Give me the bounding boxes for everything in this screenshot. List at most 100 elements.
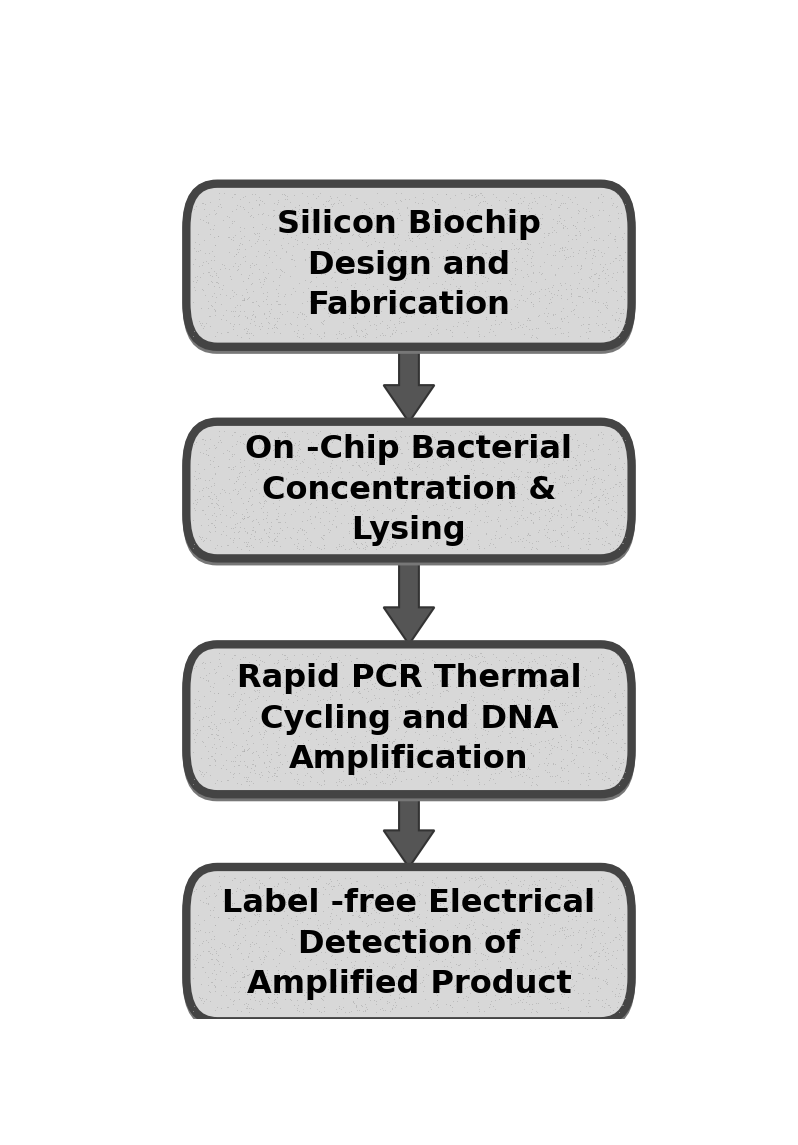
Point (606, 942, 619, 961)
Point (570, 459, 583, 477)
Point (471, 200, 484, 219)
Point (601, 747, 614, 765)
Point (602, 440, 615, 458)
Point (571, 195, 583, 213)
Point (215, 745, 227, 764)
Point (203, 224, 216, 243)
Point (433, 203, 445, 221)
Point (494, 988, 507, 1006)
Point (425, 205, 438, 223)
Point (486, 919, 499, 938)
Point (403, 686, 416, 704)
Point (551, 212, 563, 230)
Point (270, 473, 282, 491)
Point (609, 524, 622, 543)
Point (426, 663, 439, 681)
Point (259, 481, 272, 499)
Point (282, 437, 294, 456)
Point (598, 972, 611, 990)
Point (341, 492, 354, 511)
Point (250, 742, 263, 760)
Point (233, 919, 246, 938)
Point (439, 216, 452, 235)
Point (598, 718, 611, 736)
Point (400, 535, 413, 553)
Point (412, 884, 425, 902)
Point (238, 425, 251, 443)
Point (380, 292, 393, 310)
Point (519, 695, 531, 713)
Point (444, 502, 457, 520)
Point (591, 300, 604, 318)
Point (585, 713, 598, 732)
Point (195, 765, 207, 783)
Point (603, 905, 616, 923)
Point (400, 242, 413, 260)
Point (570, 513, 583, 531)
Point (254, 427, 267, 445)
Point (415, 719, 428, 737)
Point (555, 895, 567, 914)
Point (324, 870, 337, 889)
Point (214, 962, 227, 980)
Point (439, 949, 452, 968)
Point (401, 906, 414, 924)
Point (253, 223, 266, 242)
Point (342, 449, 355, 467)
Point (188, 918, 201, 937)
Point (258, 654, 271, 672)
Point (248, 308, 261, 326)
Point (323, 735, 336, 753)
Point (243, 258, 256, 276)
Point (452, 499, 464, 518)
Point (231, 695, 243, 713)
Point (417, 745, 429, 764)
Point (545, 899, 558, 917)
Point (520, 933, 533, 951)
Point (512, 467, 524, 485)
Point (305, 702, 318, 720)
Point (566, 194, 579, 212)
Point (232, 522, 245, 540)
Point (280, 218, 293, 236)
Point (245, 324, 258, 342)
Point (541, 957, 554, 976)
Point (253, 432, 266, 450)
Point (562, 913, 575, 931)
Point (224, 507, 237, 526)
Point (357, 775, 369, 793)
Point (615, 955, 628, 973)
Point (495, 891, 508, 909)
Point (225, 893, 238, 911)
Point (260, 947, 273, 965)
Point (344, 710, 357, 728)
Point (412, 429, 425, 448)
Point (203, 653, 216, 671)
Point (598, 924, 610, 942)
Point (191, 945, 203, 963)
Point (380, 319, 393, 338)
Point (377, 876, 389, 894)
Point (350, 321, 362, 339)
Point (512, 202, 525, 220)
Point (590, 283, 602, 301)
Point (322, 216, 335, 235)
Point (231, 482, 244, 500)
Point (579, 891, 591, 909)
Point (270, 292, 282, 310)
Point (440, 646, 452, 664)
Point (420, 908, 433, 926)
Point (346, 747, 359, 765)
Point (365, 250, 377, 268)
Point (298, 695, 310, 713)
Point (352, 456, 365, 474)
Point (544, 655, 557, 673)
Point (376, 774, 389, 792)
Point (618, 734, 630, 752)
Point (586, 502, 598, 520)
Point (567, 750, 580, 768)
Point (356, 749, 369, 767)
Point (433, 753, 446, 772)
Point (592, 491, 605, 510)
Point (271, 887, 284, 906)
